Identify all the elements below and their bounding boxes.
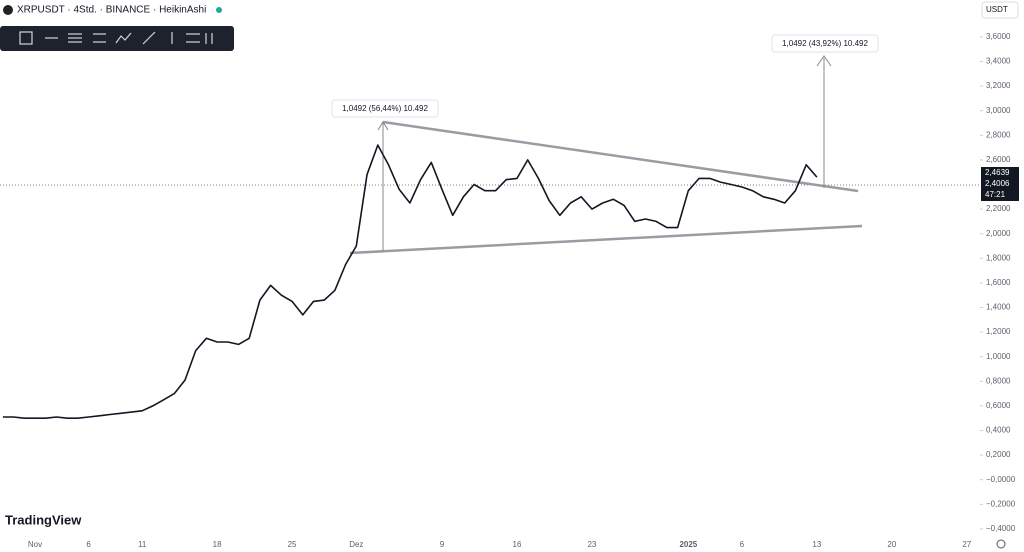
x-tick-label: 25 (288, 540, 297, 549)
x-tick-label: 20 (887, 540, 896, 549)
y-tick-label: −0,4000 (986, 524, 1016, 533)
x-tick-label: 2025 (679, 540, 697, 549)
x-tick-label: 27 (962, 540, 971, 549)
y-tick-label: 0,4000 (986, 426, 1011, 435)
x-tick-label: 9 (440, 540, 445, 549)
x-tick-label: 18 (213, 540, 222, 549)
y-tick-label: 3,0000 (986, 106, 1011, 115)
y-tick-label: 1,4000 (986, 303, 1011, 312)
y-tick-label: 1,2000 (986, 327, 1011, 336)
price-label: 2,4006 (985, 179, 1010, 188)
y-tick-label: 0,2000 (986, 450, 1011, 459)
y-tick-label: 3,4000 (986, 57, 1011, 66)
y-tick-label: 1,6000 (986, 278, 1011, 287)
y-tick-label: 2,6000 (986, 155, 1011, 164)
trendline-lower (349, 224, 863, 255)
y-tick-label: 1,8000 (986, 253, 1011, 262)
currency: USDT (986, 5, 1008, 14)
y-tick-label: 2,0000 (986, 229, 1011, 238)
currency-button[interactable] (981, 1, 1019, 19)
trendline-upper (382, 120, 859, 193)
y-tick-label: 0,8000 (986, 376, 1011, 385)
drawing-toolbar (0, 26, 234, 51)
measure-arrow (816, 55, 832, 67)
settings-icon[interactable] (996, 539, 1006, 549)
annotation-box (331, 99, 439, 118)
y-tick-label: 3,6000 (986, 32, 1011, 41)
price-line-series (2, 144, 818, 419)
annotation-box (771, 34, 879, 53)
x-tick-label: 6 (740, 540, 745, 549)
x-tick-label: 16 (513, 540, 522, 549)
price-label-box (981, 167, 1019, 201)
chart-title: XRPUSDT · 4Std. · BINANCE · HeikinAshi (17, 5, 206, 16)
x-tick-label: 6 (86, 540, 91, 549)
y-tick-label: 2,2000 (986, 204, 1011, 213)
symbol-icon (3, 5, 13, 15)
x-tick-label: 13 (812, 540, 821, 549)
y-tick-label: 0,6000 (986, 401, 1011, 410)
price-label: 47:21 (985, 190, 1006, 199)
x-tick-label: 11 (138, 540, 147, 549)
measure-arrow (377, 121, 389, 131)
y-tick-label: 1,0000 (986, 352, 1011, 361)
toolbar-icons[interactable] (19, 31, 213, 45)
y-tick-label: −0,2000 (986, 499, 1016, 508)
annotation: 1,0492 (56,44%) 10.492 (342, 104, 428, 113)
brand: TradingView (5, 512, 82, 527)
annotation: 1,0492 (43,92%) 10.492 (782, 39, 868, 48)
price-label: 2,4639 (985, 168, 1010, 177)
y-tick-label: 2,8000 (986, 130, 1011, 139)
status-dot (216, 7, 222, 13)
x-tick-label: Nov (28, 540, 42, 549)
y-tick-label: 3,2000 (986, 81, 1011, 90)
x-tick-label: 23 (587, 540, 596, 549)
x-tick-label: Dez (349, 540, 363, 549)
y-tick-label: −0,0000 (986, 475, 1016, 484)
